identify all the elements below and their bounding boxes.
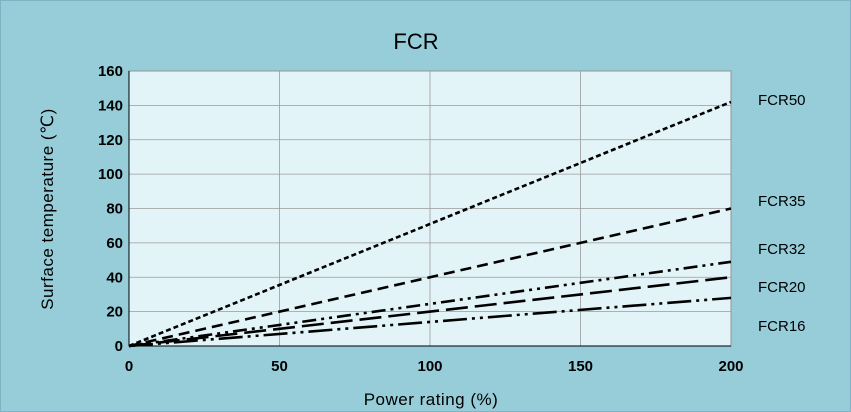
- series-line-fcr16: [128, 296, 732, 348]
- x-tick-label: 100: [417, 358, 442, 375]
- x-tick-label: 200: [718, 358, 743, 375]
- y-tick-label: 160: [98, 63, 123, 80]
- series-lines: [128, 100, 732, 348]
- x-tick-label: 50: [271, 358, 288, 375]
- series-label-fcr32: FCR32: [758, 241, 806, 258]
- y-tick-label: 140: [98, 97, 123, 114]
- y-tick-label: 40: [106, 269, 123, 286]
- y-tick-label: 80: [106, 201, 123, 218]
- chart-title: FCR: [393, 29, 438, 54]
- y-tick-label: 120: [98, 132, 123, 149]
- series-label-fcr16: FCR16: [758, 318, 806, 335]
- gridlines: [128, 70, 732, 347]
- y-tick-label: 0: [115, 338, 123, 355]
- series-line-fcr20: [128, 275, 732, 348]
- series-label-fcr35: FCR35: [758, 193, 806, 210]
- series-line-fcr35: [128, 207, 732, 348]
- series-labels: FCR50 FCR35 FCR32 FCR20 FCR16: [758, 92, 806, 335]
- series-label-fcr50: FCR50: [758, 92, 806, 109]
- y-tick-label: 20: [106, 304, 123, 321]
- series-line-fcr50: [128, 100, 732, 348]
- y-tick-label: 100: [98, 166, 123, 183]
- tick-labels: 0 20 40 60 80 100 120 140 160 0 50 100 150 200: [98, 63, 744, 375]
- x-tick-label: 0: [125, 358, 133, 375]
- x-axis-label: Power rating (%): [364, 390, 499, 409]
- x-tick-label: 150: [568, 358, 593, 375]
- y-tick-label: 60: [106, 235, 123, 252]
- y-axis-label: Surface temperature (℃): [38, 108, 57, 310]
- series-label-fcr20: FCR20: [758, 279, 806, 296]
